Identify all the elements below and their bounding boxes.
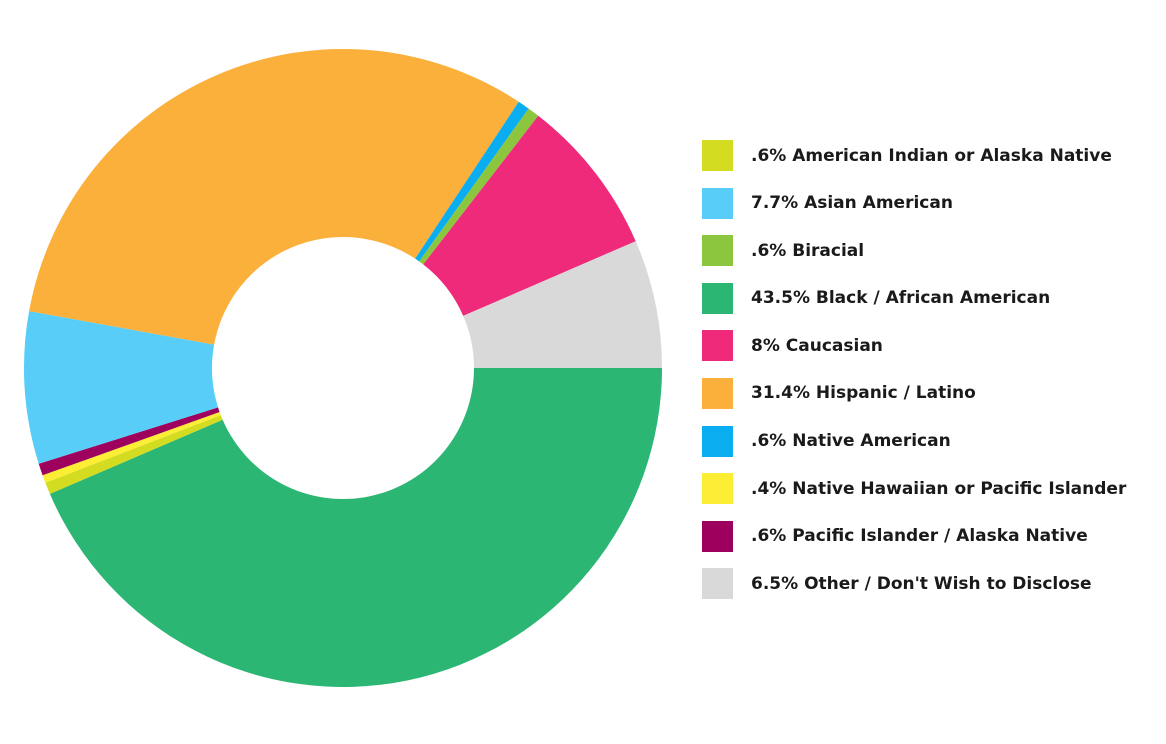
slice-7-7-asian-american	[24, 311, 219, 464]
slice-8-caucasian	[423, 115, 636, 316]
legend-label: .6% American Indian or Alaska Native	[751, 145, 1112, 166]
legend-item-31-4-hispanic-latino: 31.4% Hispanic / Latino	[702, 377, 1152, 409]
legend-swatch	[702, 568, 733, 600]
legend-swatch	[702, 282, 733, 314]
legend-label: .4% Native Hawaiian or Pacific Islander	[751, 478, 1127, 499]
legend-label: 43.5% Black / African American	[751, 288, 1051, 309]
legend-label: 8% Caucasian	[751, 335, 883, 356]
legend-swatch	[702, 377, 733, 409]
legend-item-6-5-other-don-t-wish-to-disclose: 6.5% Other / Don't Wish to Disclose	[702, 568, 1152, 600]
legend-label: 31.4% Hispanic / Latino	[751, 383, 976, 404]
legend-label: .6% Pacific Islander / Alaska Native	[751, 526, 1088, 547]
legend: .6% American Indian or Alaska Native 7.7%…	[702, 140, 1152, 616]
legend-swatch	[702, 425, 733, 457]
slice-43-5-black-african-american	[49, 368, 663, 687]
legend-item-43-5-black-african-american: 43.5% Black / African American	[702, 282, 1152, 314]
legend-swatch	[702, 330, 733, 362]
legend-item-6-native-american: .6% Native American	[702, 425, 1152, 457]
slice-4-native-hawaiian-or-pacific-islander	[42, 412, 221, 483]
slice-6-biracial	[419, 108, 539, 265]
slice-6-pacific-islander-alaska-native	[38, 407, 220, 476]
legend-item-6-american-indian-or-alaska-native: .6% American Indian or Alaska Native	[702, 140, 1152, 171]
slice-6-native-american	[415, 101, 529, 262]
slice-6-american-indian-or-alaska-native	[45, 415, 223, 494]
legend-item-8-caucasian: 8% Caucasian	[702, 330, 1152, 362]
legend-item-6-biracial: .6% Biracial	[702, 235, 1152, 267]
legend-item-4-native-hawaiian-or-pacific-islander: .4% Native Hawaiian or Pacific Islander	[702, 473, 1152, 505]
legend-item-6-pacific-islander-alaska-native: .6% Pacific Islander / Alaska Native	[702, 520, 1152, 552]
legend-label: 7.7% Asian American	[751, 193, 953, 214]
slice-6-5-other-don-t-wish-to-disclose	[463, 241, 662, 368]
slice-31-4-hispanic-latino	[29, 49, 519, 345]
legend-swatch	[702, 140, 733, 171]
legend-swatch	[702, 187, 733, 219]
donut-chart	[24, 49, 663, 687]
legend-label: .6% Biracial	[751, 240, 865, 261]
legend-swatch	[702, 520, 733, 552]
legend-item-7-7-asian-american: 7.7% Asian American	[702, 187, 1152, 219]
legend-label: .6% Native American	[751, 431, 951, 452]
legend-swatch	[702, 473, 733, 505]
legend-swatch	[702, 235, 733, 267]
legend-label: 6.5% Other / Don't Wish to Disclose	[751, 573, 1092, 594]
